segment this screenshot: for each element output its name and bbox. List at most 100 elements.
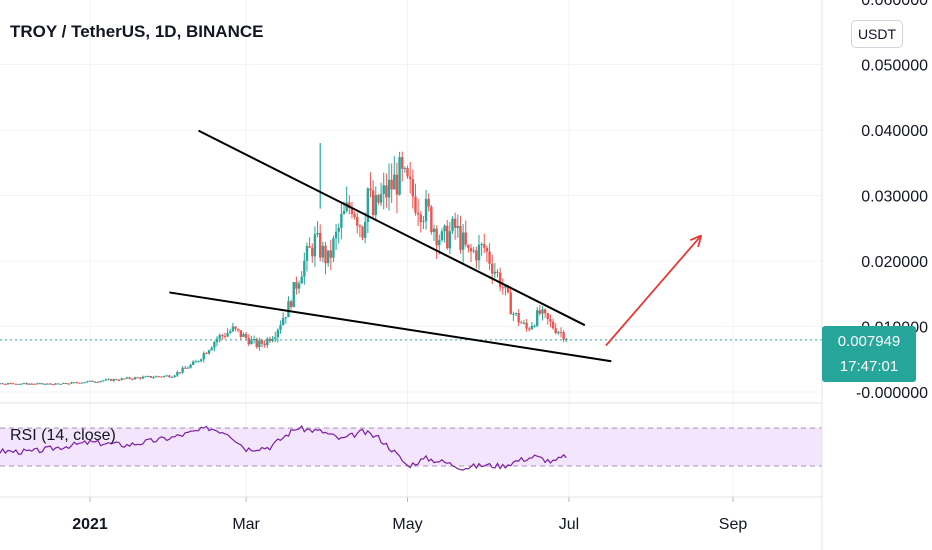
candle (189, 363, 192, 369)
candle (279, 320, 282, 334)
candle (247, 334, 250, 347)
candle (0, 383, 2, 385)
candle-body (80, 382, 84, 384)
candle-body (191, 361, 195, 365)
candle-body (199, 359, 203, 361)
candle-body (491, 263, 494, 274)
candle-body (54, 383, 57, 385)
candle-body (419, 214, 422, 223)
x-tick-label: Jul (559, 516, 579, 533)
candle (41, 383, 44, 385)
forecast-arrow-shaft (605, 234, 702, 347)
candle-body (430, 206, 433, 233)
candle (83, 382, 86, 384)
candle-body (512, 313, 515, 315)
candle (125, 376, 129, 380)
candle-body (255, 338, 258, 348)
candle-body (46, 383, 49, 385)
candle (551, 318, 555, 330)
candle (443, 224, 446, 243)
candle (366, 187, 370, 233)
candle-body (533, 325, 536, 327)
candle (533, 324, 536, 328)
candle (223, 332, 227, 339)
candle-body (358, 225, 362, 227)
candle (30, 383, 33, 385)
candle-body (300, 276, 303, 284)
candle (456, 214, 460, 238)
candle-body (271, 338, 274, 342)
candle-body (202, 353, 205, 360)
x-tick-label: May (392, 516, 422, 533)
candle-body (401, 157, 404, 169)
candle (321, 241, 325, 263)
candle-body (136, 377, 139, 379)
candle (17, 383, 20, 385)
candle (459, 215, 462, 254)
candle (154, 375, 158, 378)
candle (252, 335, 256, 344)
candle (112, 378, 116, 382)
candle-body (115, 379, 118, 381)
candle (35, 382, 39, 385)
candle (109, 378, 113, 381)
candle (411, 169, 415, 209)
candle-body (279, 325, 282, 330)
currency-unit-button[interactable]: USDT (851, 20, 903, 48)
candle (403, 166, 407, 173)
candle-body (239, 330, 243, 337)
candle-body (501, 287, 504, 289)
candle-body (141, 376, 145, 379)
candle (514, 312, 518, 316)
candle-body (422, 221, 425, 223)
y-tick-label: 0.060000 (861, 0, 928, 9)
candle (406, 165, 409, 179)
candle-body (348, 202, 351, 208)
candle (117, 378, 121, 381)
candle (239, 330, 243, 340)
candle-body (125, 377, 129, 379)
candle-body (236, 328, 240, 331)
candle-body (414, 196, 417, 213)
candle (401, 151, 404, 182)
candle (102, 380, 105, 382)
candle (234, 326, 237, 332)
candle (205, 351, 208, 355)
y-tick-label: -0.000000 (856, 385, 928, 402)
candle (461, 224, 465, 263)
candle-body (488, 251, 491, 264)
candle-body (30, 383, 33, 385)
candle-body (475, 250, 478, 261)
candle-body (62, 383, 65, 385)
candle (213, 340, 216, 352)
last-price-tag: 0.007949 17:47:01 (822, 326, 916, 382)
candle-body (64, 383, 68, 385)
candle-body (562, 332, 565, 340)
candle-body (258, 340, 261, 348)
candle-body (509, 292, 512, 315)
candle-body (170, 377, 174, 379)
candle-body (38, 383, 41, 385)
candle (104, 378, 108, 381)
candle (520, 320, 523, 324)
candle-body (461, 232, 465, 250)
candle-body (451, 218, 454, 232)
candle-body (369, 188, 372, 191)
candle (67, 383, 71, 385)
candle (173, 375, 176, 378)
candle-body (147, 376, 150, 378)
candle-body (184, 367, 187, 369)
candle (128, 376, 131, 380)
candle (25, 382, 28, 385)
candle (528, 327, 531, 332)
candle (379, 182, 383, 207)
candle-body (546, 313, 549, 320)
candle-body (319, 232, 322, 258)
candle (451, 216, 454, 234)
candle-body (379, 194, 383, 203)
candle (408, 162, 412, 194)
candle (326, 250, 330, 267)
candle (414, 183, 417, 216)
candle (86, 380, 89, 383)
